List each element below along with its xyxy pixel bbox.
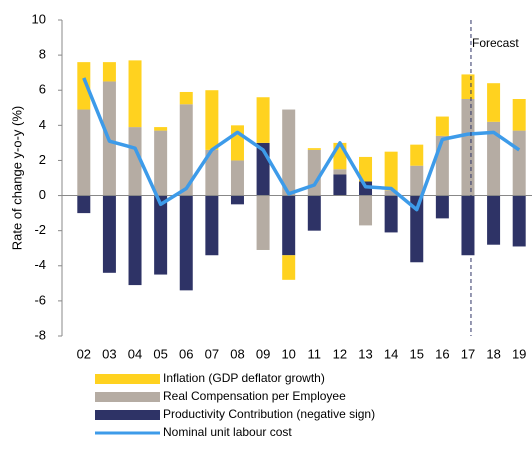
bar-segment [128,60,142,128]
legend-swatch [95,410,160,420]
legend-label: Productivity Contribution (negative sign… [163,407,375,421]
bar-segment [307,195,321,231]
bar-segment [205,90,219,150]
y-tick-label: 2 [39,152,46,167]
bar-segment [77,195,91,214]
y-tick-label: 6 [39,82,46,97]
bar-segment [333,174,347,196]
bar-segment [256,195,270,250]
x-tick-label: 08 [230,346,244,361]
bar-segment [435,195,449,219]
y-tick-label: -6 [34,292,46,307]
line-series [82,77,521,212]
x-tick-label: 15 [410,346,424,361]
x-tick-label: 11 [308,346,322,361]
x-tick-label: 19 [512,346,526,361]
bar-segment [461,99,475,196]
bar-segment [128,127,142,196]
bar-segment [461,74,475,99]
bar-segment [359,156,373,182]
x-tick-label: 18 [486,346,500,361]
bar-segment [512,195,526,247]
y-tick-label: 10 [32,11,46,26]
legend-swatch [95,392,160,402]
bar-segment [154,130,168,196]
bar-segment [256,97,270,143]
bar-segment [384,195,398,233]
legend-label: Nominal unit labour cost [163,425,292,439]
legend-label: Inflation (GDP deflator growth) [163,371,325,385]
bar-segment [384,190,398,196]
legend-label: Real Compensation per Employee [163,389,346,403]
y-tick-label: 0 [39,187,46,202]
legend-swatch [95,374,160,384]
bar-segment [230,195,244,205]
bar-segment [205,149,219,196]
bar-segment [435,135,449,196]
bar-segment [333,142,347,170]
bar-segment [435,116,449,136]
bar-segment [487,195,501,245]
x-tick-label: 16 [435,346,449,361]
bar-segment [410,144,424,166]
bar-segment [359,195,373,226]
y-axis-label: Rate of change y-o-y (%) [9,106,24,251]
bar-segment [410,165,424,196]
bar-segment [179,195,193,291]
bar-segment [487,121,501,196]
bar-segment [154,127,168,131]
bar-segment [282,255,296,280]
annotation: Forecast [472,36,519,50]
x-tick-label: 14 [384,346,398,361]
bar-segment [77,109,91,196]
bar-segment [102,62,116,82]
bar-segment [77,62,91,110]
bar-segment [512,130,526,196]
x-tick-label: 05 [153,346,167,361]
y-tick-label: -2 [34,222,46,237]
bar-segment [128,195,142,286]
x-tick-label: 09 [256,346,270,361]
x-tick-label: 03 [102,346,116,361]
bar-segment [487,83,501,122]
bar-segment [461,195,475,256]
x-tick-label: 02 [77,346,91,361]
x-tick-label: 12 [333,346,347,361]
bar-segment [384,151,398,191]
bar-segment [307,149,321,196]
bar-segment [230,160,244,196]
bar-segment [333,169,347,175]
bar-segment [410,195,424,263]
y-tick-label: 8 [39,47,46,62]
bar-segment [179,91,193,105]
bar-segment [282,195,296,256]
bar-segment [154,195,168,275]
y-tick-label: -4 [34,257,46,272]
bar-segment [282,109,296,196]
bar-segment [230,125,244,161]
x-tick-label: 17 [461,346,475,361]
x-tick-label: 06 [179,346,193,361]
x-tick-label: 10 [281,346,295,361]
y-tick-label: 4 [39,117,46,132]
x-tick-label: 13 [358,346,372,361]
x-tick-label: 07 [205,346,219,361]
x-tick-label: 04 [128,346,142,361]
bar-segment [512,99,526,131]
bar-segment [359,181,373,196]
bar-segment [179,104,193,196]
bar-segment [307,148,321,150]
bar-segment [102,195,116,273]
y-tick-label: -8 [34,327,46,342]
bar-segment [205,195,219,256]
